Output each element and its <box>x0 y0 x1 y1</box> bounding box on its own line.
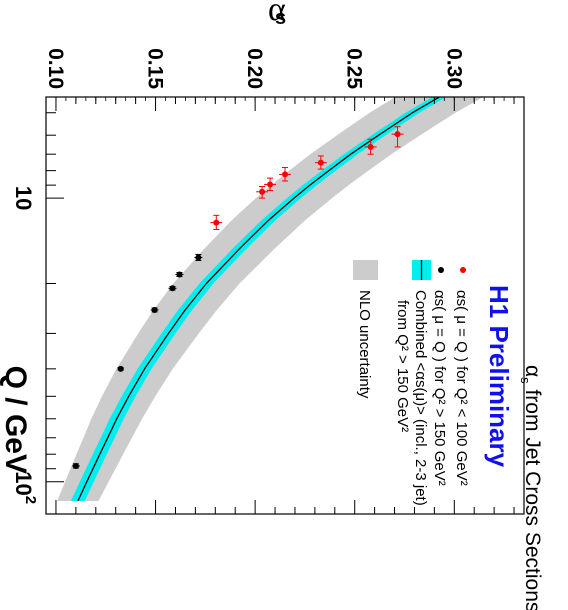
y-axis: 0.10 0.15 0.20 0.25 0.30 αs <box>44 0 525 514</box>
data-point-1-1 <box>175 271 184 278</box>
legend-label-fit-2: from Q² > 150 GeV² <box>394 300 411 432</box>
legend-label-0: αs( μ = Q ) for Q² < 100 GeV² <box>453 290 470 486</box>
marker <box>282 171 288 178</box>
legend-nlo-band <box>353 260 378 280</box>
y-axis-label-sub: s <box>275 7 286 29</box>
x-tick-label: 10 <box>11 186 36 210</box>
data-point-1-4 <box>117 365 124 372</box>
x-tick-base: 10 <box>11 186 36 210</box>
data-point-0-4 <box>264 177 277 191</box>
plot-inner <box>57 97 484 502</box>
y-axis-label: α <box>268 0 286 28</box>
marker <box>317 159 324 166</box>
marker <box>394 131 401 138</box>
y-tick-label: 0.15 <box>144 48 167 89</box>
data-point-0-5 <box>256 185 269 199</box>
marker <box>195 254 202 261</box>
marker <box>72 462 79 469</box>
data-point-0-1 <box>364 138 377 155</box>
x-tick-label: 102 <box>11 471 39 504</box>
rotated-chart: αs from Jet Cross Sections H1 Preliminar… <box>0 0 544 610</box>
marker <box>151 306 158 313</box>
data-point-1-2 <box>168 285 177 292</box>
h1-preliminary: H1 Preliminary <box>484 285 514 468</box>
marker <box>267 181 274 188</box>
y-tick-label: 0.10 <box>44 48 67 89</box>
legend-label-fit: Combined <αs(μ)> (incl., 2-3 jet) <box>412 290 429 506</box>
data-point-1-5 <box>71 462 80 469</box>
x-axis-label: Q / GeV <box>0 366 32 474</box>
plot-area <box>45 96 525 515</box>
marker <box>169 285 176 292</box>
combined-fit-line <box>77 97 440 502</box>
y-tick-label: 0.30 <box>442 48 465 89</box>
title-alpha-sub: s <box>518 377 533 384</box>
chart-title: αs from Jet Cross Sections <box>518 365 544 610</box>
legend-label-nlo: NLO uncertainty <box>356 290 373 399</box>
marker <box>176 271 183 278</box>
x-tick-sup: 2 <box>22 496 39 504</box>
data-point-0-0 <box>391 126 404 148</box>
legend: αs( μ = Q ) for Q² < 100 GeV² αs( μ = Q )… <box>353 260 470 506</box>
y-tick-label: 0.25 <box>343 48 366 89</box>
legend-label-1: αs( μ = Q ) for Q² > 150 GeV² <box>431 290 448 486</box>
marker <box>259 188 266 195</box>
y-tick-label: 0.20 <box>243 48 266 89</box>
data-point-1-0 <box>194 253 203 262</box>
marker <box>117 365 124 372</box>
data-point-0-3 <box>279 167 291 182</box>
data-point-0-2 <box>314 155 327 170</box>
data-point-1-3 <box>150 306 159 313</box>
x-tick-base: 10 <box>11 471 36 495</box>
data-point-0-6 <box>210 214 223 230</box>
marker <box>213 219 220 226</box>
title-rest: from Jet Cross Sections <box>521 384 544 610</box>
title-alpha: α <box>521 365 544 377</box>
marker <box>367 143 374 150</box>
